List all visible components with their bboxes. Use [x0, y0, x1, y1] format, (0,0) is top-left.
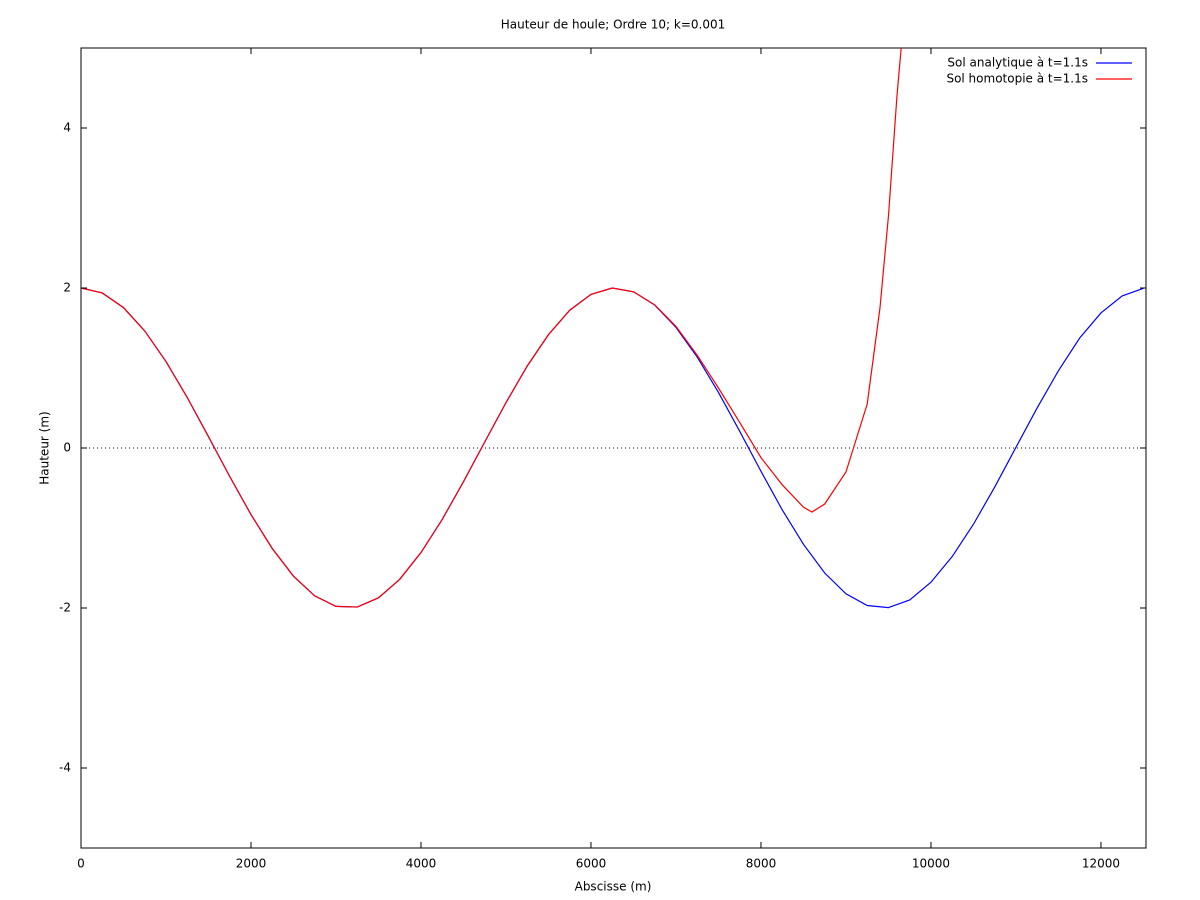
series-line — [81, 48, 902, 608]
legend-label: Sol homotopie à t=1.1s — [946, 72, 1088, 86]
x-tick-label: 4000 — [406, 857, 437, 871]
x-tick-label: 10000 — [912, 857, 950, 871]
plot-area — [81, 48, 1146, 609]
x-tick-label: 0 — [77, 857, 85, 871]
y-tick-label: 2 — [63, 281, 71, 295]
x-tick-label: 12000 — [1082, 857, 1120, 871]
x-tick-label: 8000 — [746, 857, 777, 871]
y-tick-label: -4 — [59, 761, 71, 775]
x-axis-label: Abscisse (m) — [575, 880, 652, 894]
chart-title: Hauteur de houle; Ordre 10; k=0.001 — [501, 18, 726, 32]
y-tick-label: 0 — [63, 441, 71, 455]
y-axis-label: Hauteur (m) — [38, 411, 52, 484]
x-tick-label: 6000 — [576, 857, 607, 871]
y-tick-label: -2 — [59, 601, 71, 615]
x-tick-label: 2000 — [236, 857, 267, 871]
y-tick-label: 4 — [63, 121, 71, 135]
legend-label: Sol analytique à t=1.1s — [947, 56, 1088, 70]
